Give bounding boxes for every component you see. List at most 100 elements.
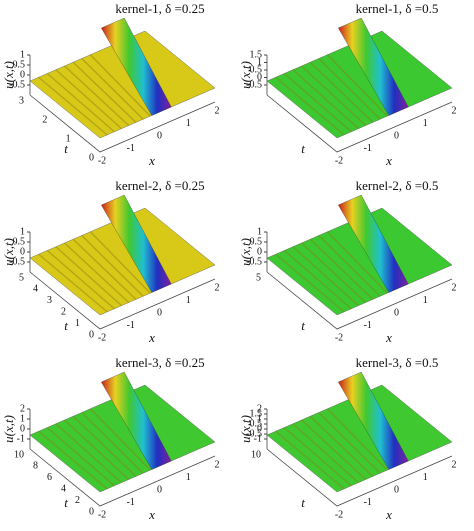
surface-ripple [55, 69, 123, 130]
axis-line [266, 271, 453, 330]
x-tick-label: 1 [423, 295, 428, 306]
y-tick-label: 2 [42, 114, 47, 125]
surface [29, 30, 216, 139]
surface-ripple [46, 426, 115, 487]
z-axis-label: u(x,t) [238, 415, 253, 443]
x-axis-label: x [148, 507, 155, 522]
z-tick-label: -0.5 [246, 428, 262, 439]
panel: kernel-3, δ =0.521.510.50-0.5-110-2-1012… [238, 355, 457, 522]
x-tick-label: -1 [127, 320, 135, 331]
x-tick-label: -2 [335, 332, 343, 343]
x-tick-label: 0 [157, 484, 162, 495]
z-tick-label: -0.5 [246, 79, 262, 90]
surface-ridge [338, 371, 409, 470]
surface-ripple [55, 423, 123, 484]
surface-ripple [81, 58, 144, 120]
z-tick-label: 1.5 [250, 49, 263, 60]
x-tick-label: 2 [215, 282, 220, 293]
y-axis-label: t [64, 318, 68, 333]
panel-title: kernel-1, δ =0.5 [356, 1, 439, 16]
z-axis-label: u(x,t) [238, 61, 253, 89]
x-axis-label: x [148, 153, 155, 168]
z-axis-label: u(x,t) [1, 238, 16, 266]
y-tick-label: 2 [75, 495, 80, 506]
y-tick-label: 2 [61, 306, 66, 317]
x-tick-label: -1 [364, 497, 372, 508]
y-tick-label: 1 [75, 318, 80, 329]
axis-line [29, 94, 216, 153]
surface-ripple [283, 426, 352, 487]
z-tick-label: -0.5 [246, 256, 262, 267]
y-tick-label: 6 [47, 472, 52, 483]
y-tick-label: 8 [33, 461, 38, 472]
surface-ripple [301, 242, 367, 304]
x-tick-label: 2 [452, 459, 457, 470]
y-axis-label: t [301, 318, 305, 333]
surface-ridge [101, 17, 172, 116]
surface-ripple [55, 246, 123, 307]
z-tick-label: 0.5 [13, 236, 26, 247]
surface-ripple [64, 65, 130, 127]
surface-ripple [292, 69, 360, 130]
y-tick-label: 10 [251, 449, 261, 460]
surface-ripple [38, 430, 108, 490]
surface-ripple [283, 72, 352, 133]
y-axis-label: t [64, 141, 68, 156]
z-tick-label: 0 [20, 246, 25, 257]
x-tick-label: 2 [452, 105, 457, 116]
x-axis-label: x [385, 153, 392, 168]
surface [29, 207, 216, 316]
z-tick-label: 0 [20, 69, 25, 80]
surface [266, 384, 453, 493]
y-axis-label: t [301, 141, 305, 156]
surface-ripple [283, 249, 352, 310]
y-axis-label: t [301, 495, 305, 510]
z-tick-label: 1 [20, 413, 25, 424]
z-tick-label: 1.5 [250, 408, 263, 419]
panel: kernel-2, δ =0.510.50-0.55-2-1012u(x,t)x… [238, 178, 457, 345]
x-tick-label: 2 [215, 105, 220, 116]
z-tick-label: 0.5 [13, 59, 26, 70]
panel-title: kernel-3, δ =0.25 [115, 355, 204, 370]
surface-ripple [309, 61, 374, 123]
surface-ripple [38, 76, 108, 136]
y-tick-label: 5 [256, 272, 261, 283]
x-axis-label: x [385, 330, 392, 345]
surface-ripple [318, 412, 381, 474]
panel: kernel-1, δ =0.51.510.50-0.5-2-1012u(x,t… [238, 1, 457, 168]
z-tick-label: 0.5 [250, 418, 263, 429]
surface-ripple [275, 76, 345, 136]
x-tick-label: -2 [98, 509, 106, 520]
x-tick-label: -2 [98, 332, 106, 343]
y-tick-label: 3 [19, 95, 24, 106]
panel-title: kernel-2, δ =0.25 [115, 178, 204, 193]
surface-ripple [318, 235, 381, 297]
z-tick-label: 0 [20, 423, 25, 434]
surface-ridge [101, 371, 172, 470]
x-axis-label: x [385, 507, 392, 522]
surface-ripple [72, 415, 137, 477]
surface-ripple [275, 253, 345, 313]
x-tick-label: 2 [215, 459, 220, 470]
z-tick-label: -0.5 [9, 79, 25, 90]
z-tick-label: 0 [257, 423, 262, 434]
x-tick-label: 0 [157, 130, 162, 141]
surface [29, 384, 216, 493]
x-tick-label: -1 [364, 143, 372, 154]
surface-ripple [326, 54, 388, 117]
surface-ripple [64, 419, 130, 481]
z-tick-label: -1 [254, 433, 262, 444]
surface-ripple [89, 54, 151, 117]
surface-ripple [72, 238, 137, 300]
surface-ripple [301, 419, 367, 481]
surface [266, 30, 453, 139]
panel-title: kernel-2, δ =0.5 [356, 178, 439, 193]
y-tick-label: 10 [14, 449, 24, 460]
y-tick-label: 1 [66, 133, 71, 144]
x-tick-label: 0 [394, 484, 399, 495]
y-tick-label: 0 [89, 152, 94, 163]
